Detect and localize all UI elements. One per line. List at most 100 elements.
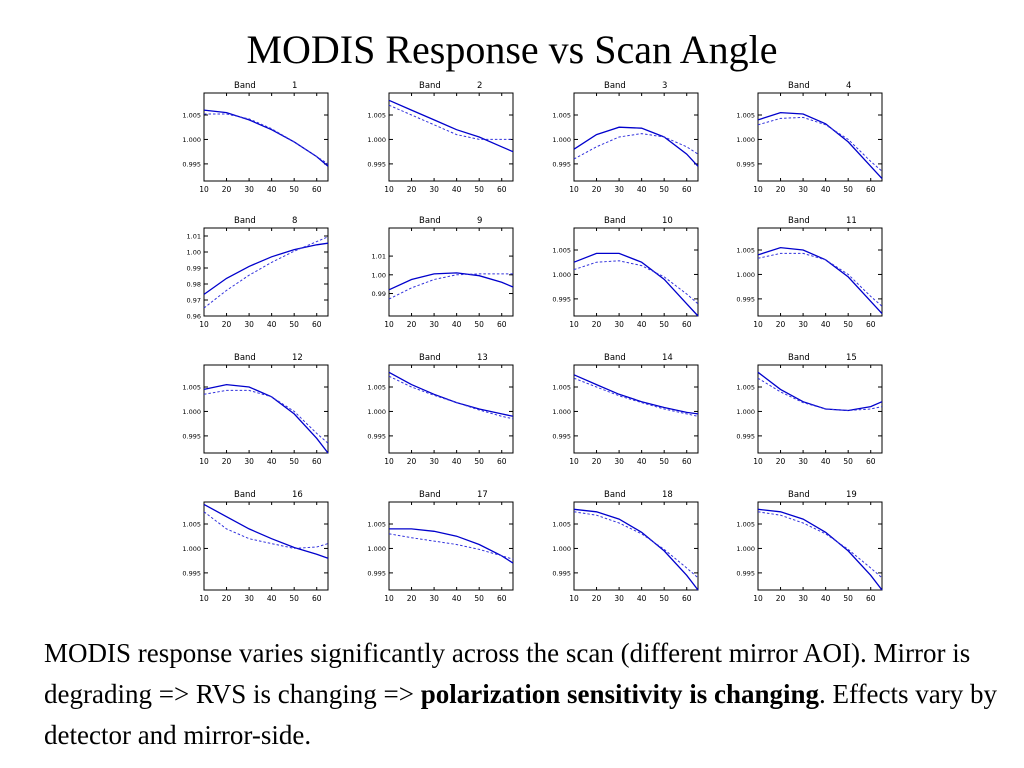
x-tick-label: 30 — [614, 185, 624, 194]
panel-band-label: Band — [788, 81, 810, 91]
x-tick-label: 10 — [384, 594, 394, 603]
x-tick-label: 10 — [199, 185, 209, 194]
y-tick-label: 0.995 — [736, 432, 755, 440]
dashed-fit-line — [757, 116, 883, 172]
x-tick-label: 10 — [199, 320, 209, 329]
x-tick-label: 30 — [244, 594, 254, 603]
x-tick-label: 30 — [798, 185, 808, 194]
x-tick-label: 30 — [798, 320, 808, 329]
panel-frame — [757, 92, 883, 182]
panel-band-label: Band — [419, 353, 441, 363]
x-tick-label: 20 — [222, 457, 232, 466]
y-tick-label: 1.000 — [736, 136, 755, 144]
y-tick-label: 0.995 — [736, 569, 755, 577]
x-tick-label: 10 — [384, 185, 394, 194]
y-tick-label: 1.00 — [372, 271, 386, 279]
panel-frame — [203, 227, 329, 317]
panel-frame — [203, 501, 329, 591]
band-8-panel: Band 8 10 20 30 40 50 60 1.01 1.00 0.99 0.98 0.97 0.9… — [187, 216, 329, 329]
x-tick-label: 20 — [407, 457, 417, 466]
panel-frame — [203, 364, 329, 454]
x-tick-label: 40 — [452, 457, 462, 466]
solid-response-line — [573, 126, 699, 167]
y-tick-label: 1.000 — [736, 545, 755, 553]
x-tick-label: 10 — [569, 185, 579, 194]
solid-response-line — [388, 99, 514, 153]
x-tick-label: 30 — [798, 457, 808, 466]
panel-band-number: 1 — [292, 81, 297, 91]
x-tick-label: 60 — [682, 594, 692, 603]
panel-band-label: Band — [604, 353, 626, 363]
y-tick-label: 1.000 — [552, 271, 571, 279]
x-tick-label: 20 — [222, 320, 232, 329]
x-tick-label: 60 — [312, 457, 322, 466]
y-tick-label: 0.995 — [182, 160, 201, 168]
dashed-fit-line — [388, 104, 513, 140]
x-tick-label: 50 — [843, 457, 853, 466]
solid-response-line — [389, 528, 514, 564]
x-tick-label: 30 — [614, 594, 624, 603]
y-tick-label: 1.005 — [182, 384, 201, 392]
x-tick-label: 60 — [497, 594, 507, 603]
x-tick-label: 20 — [407, 594, 417, 603]
panel-band-number: 2 — [477, 81, 482, 91]
x-tick-label: 10 — [753, 185, 763, 194]
panel-band-label: Band — [604, 490, 626, 500]
solid-response-line — [573, 374, 699, 415]
y-tick-label: 0.96 — [187, 313, 201, 321]
y-tick-label: 1.005 — [736, 247, 755, 255]
panel-band-label: Band — [604, 81, 626, 91]
panel-frame — [573, 92, 699, 182]
x-tick-label: 40 — [637, 185, 647, 194]
panel-band-number: 18 — [662, 490, 673, 500]
dashed-fit-line — [757, 511, 883, 579]
panel-band-label: Band — [419, 490, 441, 500]
dashed-fit-line — [203, 389, 329, 444]
y-tick-label: 1.000 — [736, 271, 755, 279]
panel-band-label: Band — [234, 216, 256, 226]
x-tick-label: 20 — [592, 457, 602, 466]
x-tick-label: 30 — [429, 594, 439, 603]
y-tick-label: 1.000 — [182, 545, 201, 553]
y-tick-label: 0.995 — [736, 160, 755, 168]
panel-band-number: 9 — [477, 216, 482, 226]
x-tick-label: 60 — [497, 457, 507, 466]
x-tick-label: 60 — [312, 594, 322, 603]
y-tick-label: 0.995 — [182, 432, 201, 440]
x-tick-label: 50 — [474, 320, 484, 329]
x-tick-label: 20 — [222, 185, 232, 194]
x-tick-label: 10 — [199, 594, 209, 603]
band-11-panel: Band 11 10 20 30 40 50 60 1.005 1.000 0.995 — [736, 216, 883, 329]
dashed-fit-line — [757, 252, 883, 307]
x-tick-label: 20 — [592, 185, 602, 194]
x-tick-label: 10 — [569, 320, 579, 329]
solid-response-line — [203, 242, 329, 295]
band-16-panel: Band 16 10 20 30 40 50 60 1.005 1.000 0.995 — [182, 490, 329, 603]
x-tick-label: 40 — [267, 457, 277, 466]
panel-frame — [203, 92, 329, 182]
y-tick-label: 1.000 — [367, 136, 386, 144]
x-tick-label: 20 — [222, 594, 232, 603]
y-tick-label: 1.005 — [552, 521, 571, 529]
dashed-fit-line — [203, 511, 329, 549]
band-1-panel: Band 1 10 20 30 40 50 60 1.005 1.000 0.995 — [182, 81, 329, 194]
x-tick-label: 40 — [821, 457, 831, 466]
x-tick-label: 10 — [753, 457, 763, 466]
solid-response-line — [388, 371, 514, 417]
solid-response-line — [757, 371, 883, 412]
y-tick-label: 1.005 — [552, 247, 571, 255]
y-tick-label: 0.97 — [187, 297, 201, 305]
panel-frame — [388, 92, 514, 182]
panel-frame — [388, 364, 514, 454]
x-tick-label: 30 — [244, 320, 254, 329]
solid-response-line — [573, 508, 699, 591]
y-tick-label: 1.005 — [182, 112, 201, 120]
y-tick-label: 0.995 — [552, 569, 571, 577]
x-tick-label: 30 — [798, 594, 808, 603]
x-tick-label: 10 — [753, 320, 763, 329]
dashed-fit-line — [204, 113, 329, 165]
dashed-fit-line — [388, 533, 514, 560]
x-tick-label: 50 — [659, 594, 669, 603]
x-tick-label: 60 — [866, 320, 876, 329]
